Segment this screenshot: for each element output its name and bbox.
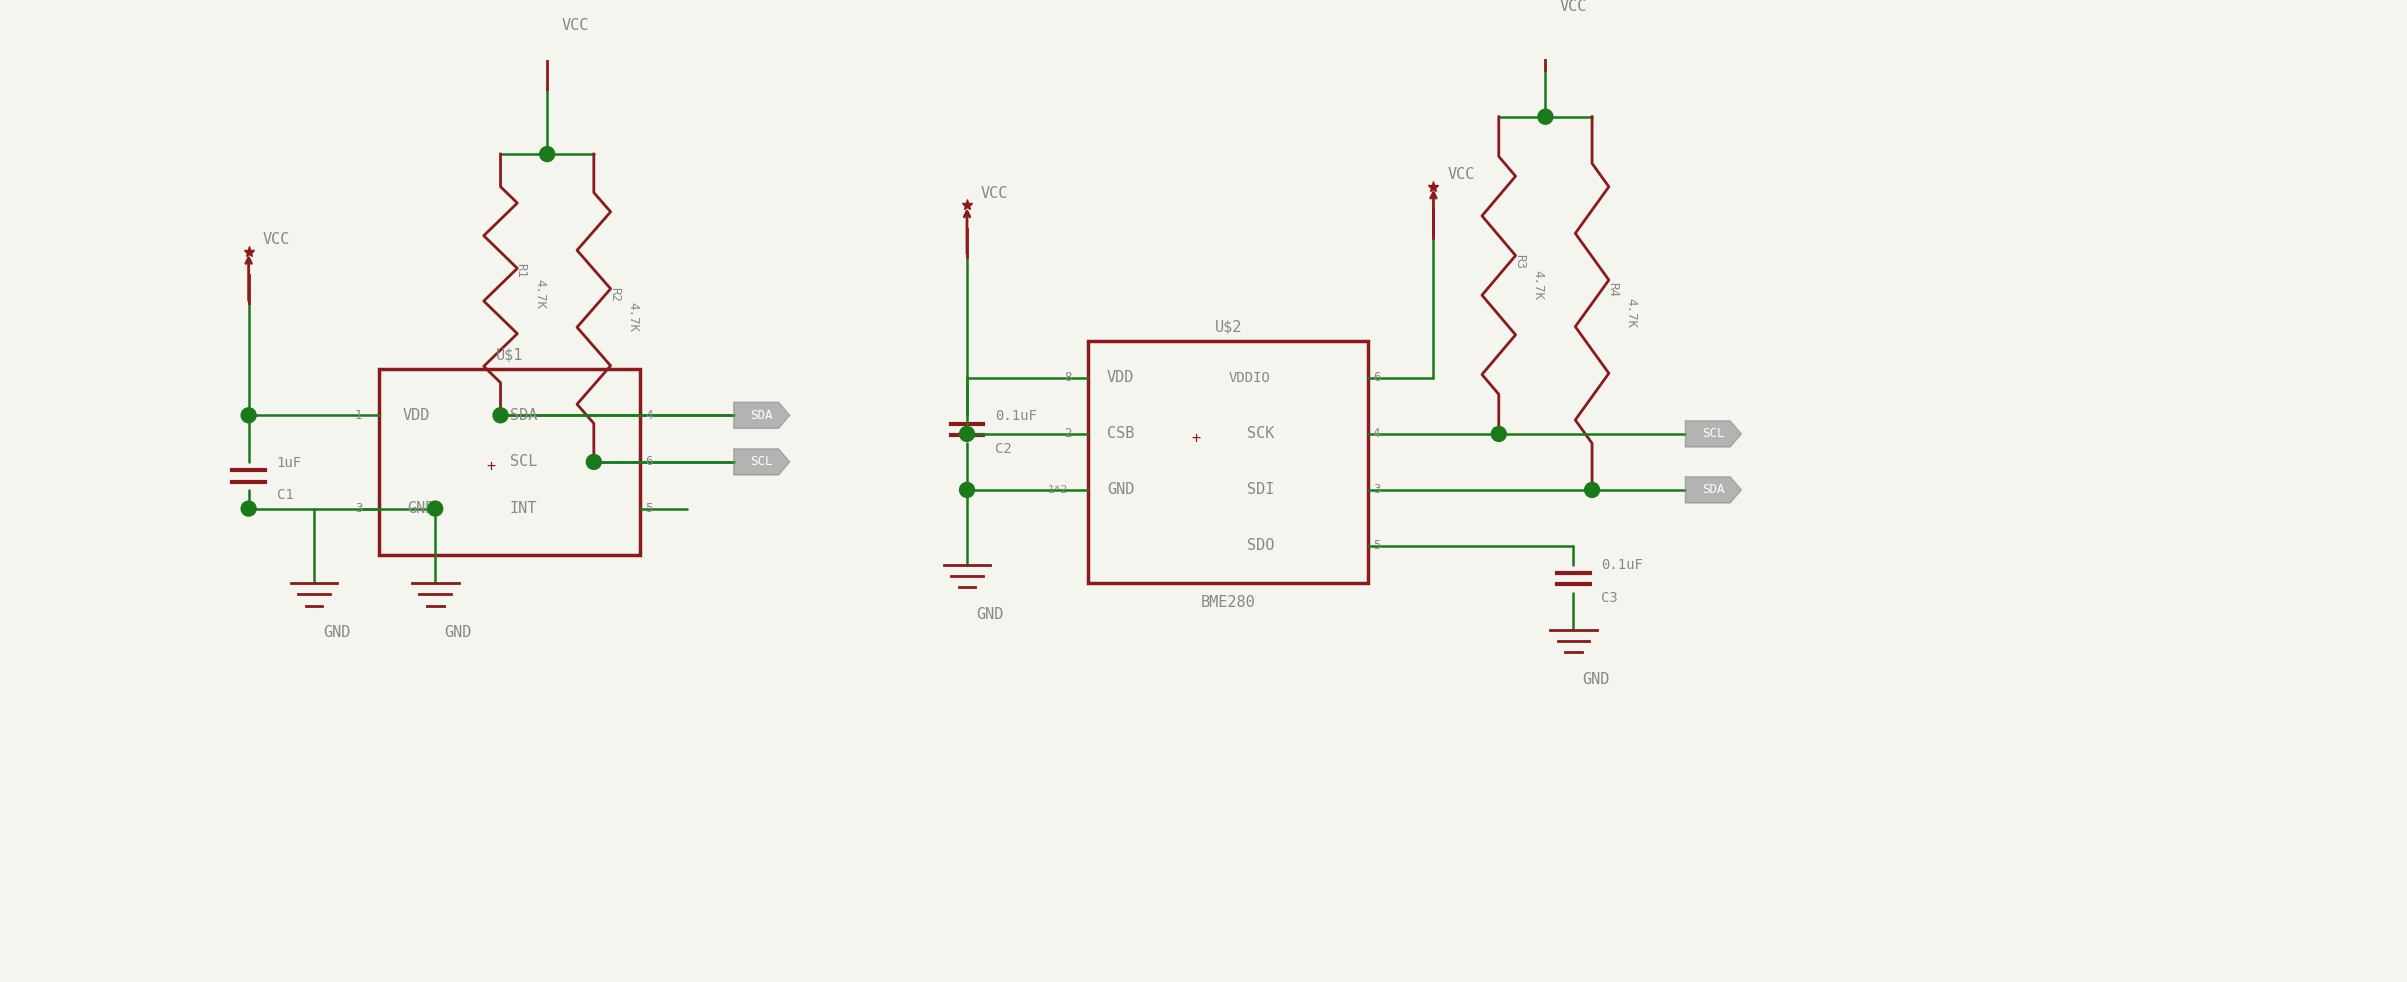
Text: SCL: SCL	[1702, 427, 1723, 441]
Text: SCL: SCL	[751, 456, 773, 468]
Text: INT: INT	[510, 501, 537, 517]
Text: SCL: SCL	[510, 455, 537, 469]
Text: SDO: SDO	[1247, 538, 1273, 554]
Text: 4.7K: 4.7K	[1625, 298, 1637, 328]
Circle shape	[493, 408, 508, 423]
Text: SCK: SCK	[1247, 426, 1273, 442]
Text: U$2: U$2	[1216, 319, 1242, 334]
Text: R3: R3	[1512, 254, 1526, 269]
Circle shape	[1492, 426, 1507, 442]
Text: GND: GND	[445, 626, 472, 640]
Text: VCC: VCC	[1447, 167, 1475, 182]
Text: 4.7K: 4.7K	[1531, 270, 1545, 300]
Text: GND: GND	[407, 501, 436, 517]
Text: +: +	[486, 460, 496, 474]
Text: 3: 3	[1372, 483, 1379, 497]
Text: GND: GND	[1107, 482, 1134, 498]
Text: 8: 8	[1064, 371, 1071, 385]
Text: VCC: VCC	[561, 18, 590, 32]
Text: VCC: VCC	[1560, 0, 1586, 14]
Text: SDA: SDA	[751, 409, 773, 422]
Text: CSB: CSB	[1107, 426, 1134, 442]
Text: C3: C3	[1601, 591, 1618, 605]
Polygon shape	[734, 449, 789, 475]
Circle shape	[241, 501, 255, 517]
Text: U$1: U$1	[496, 348, 525, 362]
Polygon shape	[1685, 421, 1740, 447]
Circle shape	[539, 146, 554, 161]
Text: 4.7K: 4.7K	[534, 279, 546, 309]
Text: GND: GND	[323, 626, 351, 640]
Text: 6: 6	[1372, 371, 1379, 385]
Text: R2: R2	[609, 287, 621, 301]
Text: C1: C1	[277, 488, 294, 502]
Polygon shape	[734, 403, 789, 428]
Text: 0.1uF: 0.1uF	[1601, 558, 1644, 573]
Text: +: +	[1191, 431, 1201, 446]
Circle shape	[428, 501, 443, 517]
Text: 4.7K: 4.7K	[626, 302, 640, 332]
Text: VDD: VDD	[402, 408, 431, 423]
Text: VCC: VCC	[982, 186, 1009, 200]
Text: SDA: SDA	[510, 408, 537, 423]
Text: 4: 4	[1372, 427, 1379, 441]
Text: 1*2: 1*2	[1047, 485, 1069, 495]
Text: 3: 3	[354, 502, 363, 516]
Polygon shape	[1685, 477, 1740, 503]
Circle shape	[960, 482, 975, 498]
Circle shape	[241, 408, 255, 423]
Text: R4: R4	[1605, 282, 1620, 297]
Text: SDA: SDA	[1702, 483, 1723, 497]
Text: 5: 5	[1372, 539, 1379, 553]
Text: 2: 2	[1064, 427, 1071, 441]
Circle shape	[1584, 482, 1601, 498]
Text: 1: 1	[354, 409, 363, 422]
Circle shape	[960, 426, 975, 442]
Text: 1uF: 1uF	[277, 456, 301, 469]
Text: 0.1uF: 0.1uF	[994, 409, 1037, 423]
Text: GND: GND	[1584, 672, 1610, 686]
Text: BME280: BME280	[1201, 594, 1256, 610]
Text: VCC: VCC	[262, 233, 289, 247]
Text: 4: 4	[645, 409, 652, 422]
Circle shape	[587, 455, 602, 469]
Text: 6: 6	[645, 456, 652, 468]
Text: 5: 5	[645, 502, 652, 516]
Text: VDD: VDD	[1107, 370, 1134, 386]
Circle shape	[1538, 109, 1553, 124]
Text: GND: GND	[977, 607, 1004, 622]
Text: C2: C2	[994, 442, 1011, 456]
Text: VDDIO: VDDIO	[1228, 371, 1271, 385]
Text: SDI: SDI	[1247, 482, 1273, 498]
Text: R1: R1	[515, 263, 527, 278]
